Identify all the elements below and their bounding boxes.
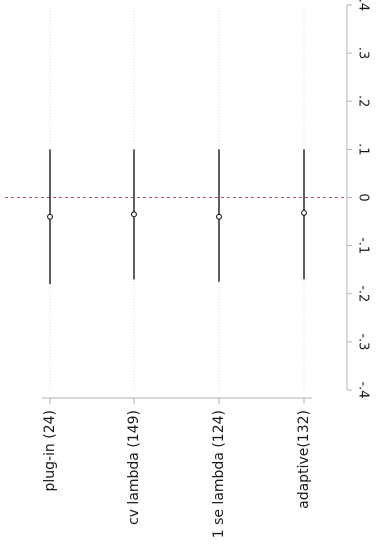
value-tick-label: .3	[356, 47, 371, 59]
value-tick-label: .1	[356, 143, 371, 155]
value-tick-label: -.2	[356, 285, 371, 302]
category-label: adaptive(132)	[296, 410, 312, 509]
value-tick-label: -.3	[356, 333, 371, 350]
category-label: cv lambda (149)	[126, 410, 142, 525]
point-estimate	[131, 211, 137, 218]
point-estimates	[47, 209, 307, 220]
value-tick-label: .2	[356, 95, 371, 107]
point-estimate	[216, 213, 222, 220]
point-estimate	[301, 209, 307, 216]
point-estimate	[47, 213, 53, 220]
value-tick-label: -.4	[356, 381, 371, 398]
category-label: plug-in (24)	[42, 410, 58, 492]
value-tick-label: -.1	[356, 237, 371, 254]
value-tick-label: .4	[356, 0, 371, 11]
axis-labels: -.4 -.3 -.2 -.1 0 .1 .2 .3 .4 plug-in (24) cv lamb…	[42, 0, 371, 538]
axes	[42, 4, 352, 404]
value-tick-label: 0	[356, 193, 371, 201]
category-label: 1 se lambda (124)	[211, 410, 227, 538]
